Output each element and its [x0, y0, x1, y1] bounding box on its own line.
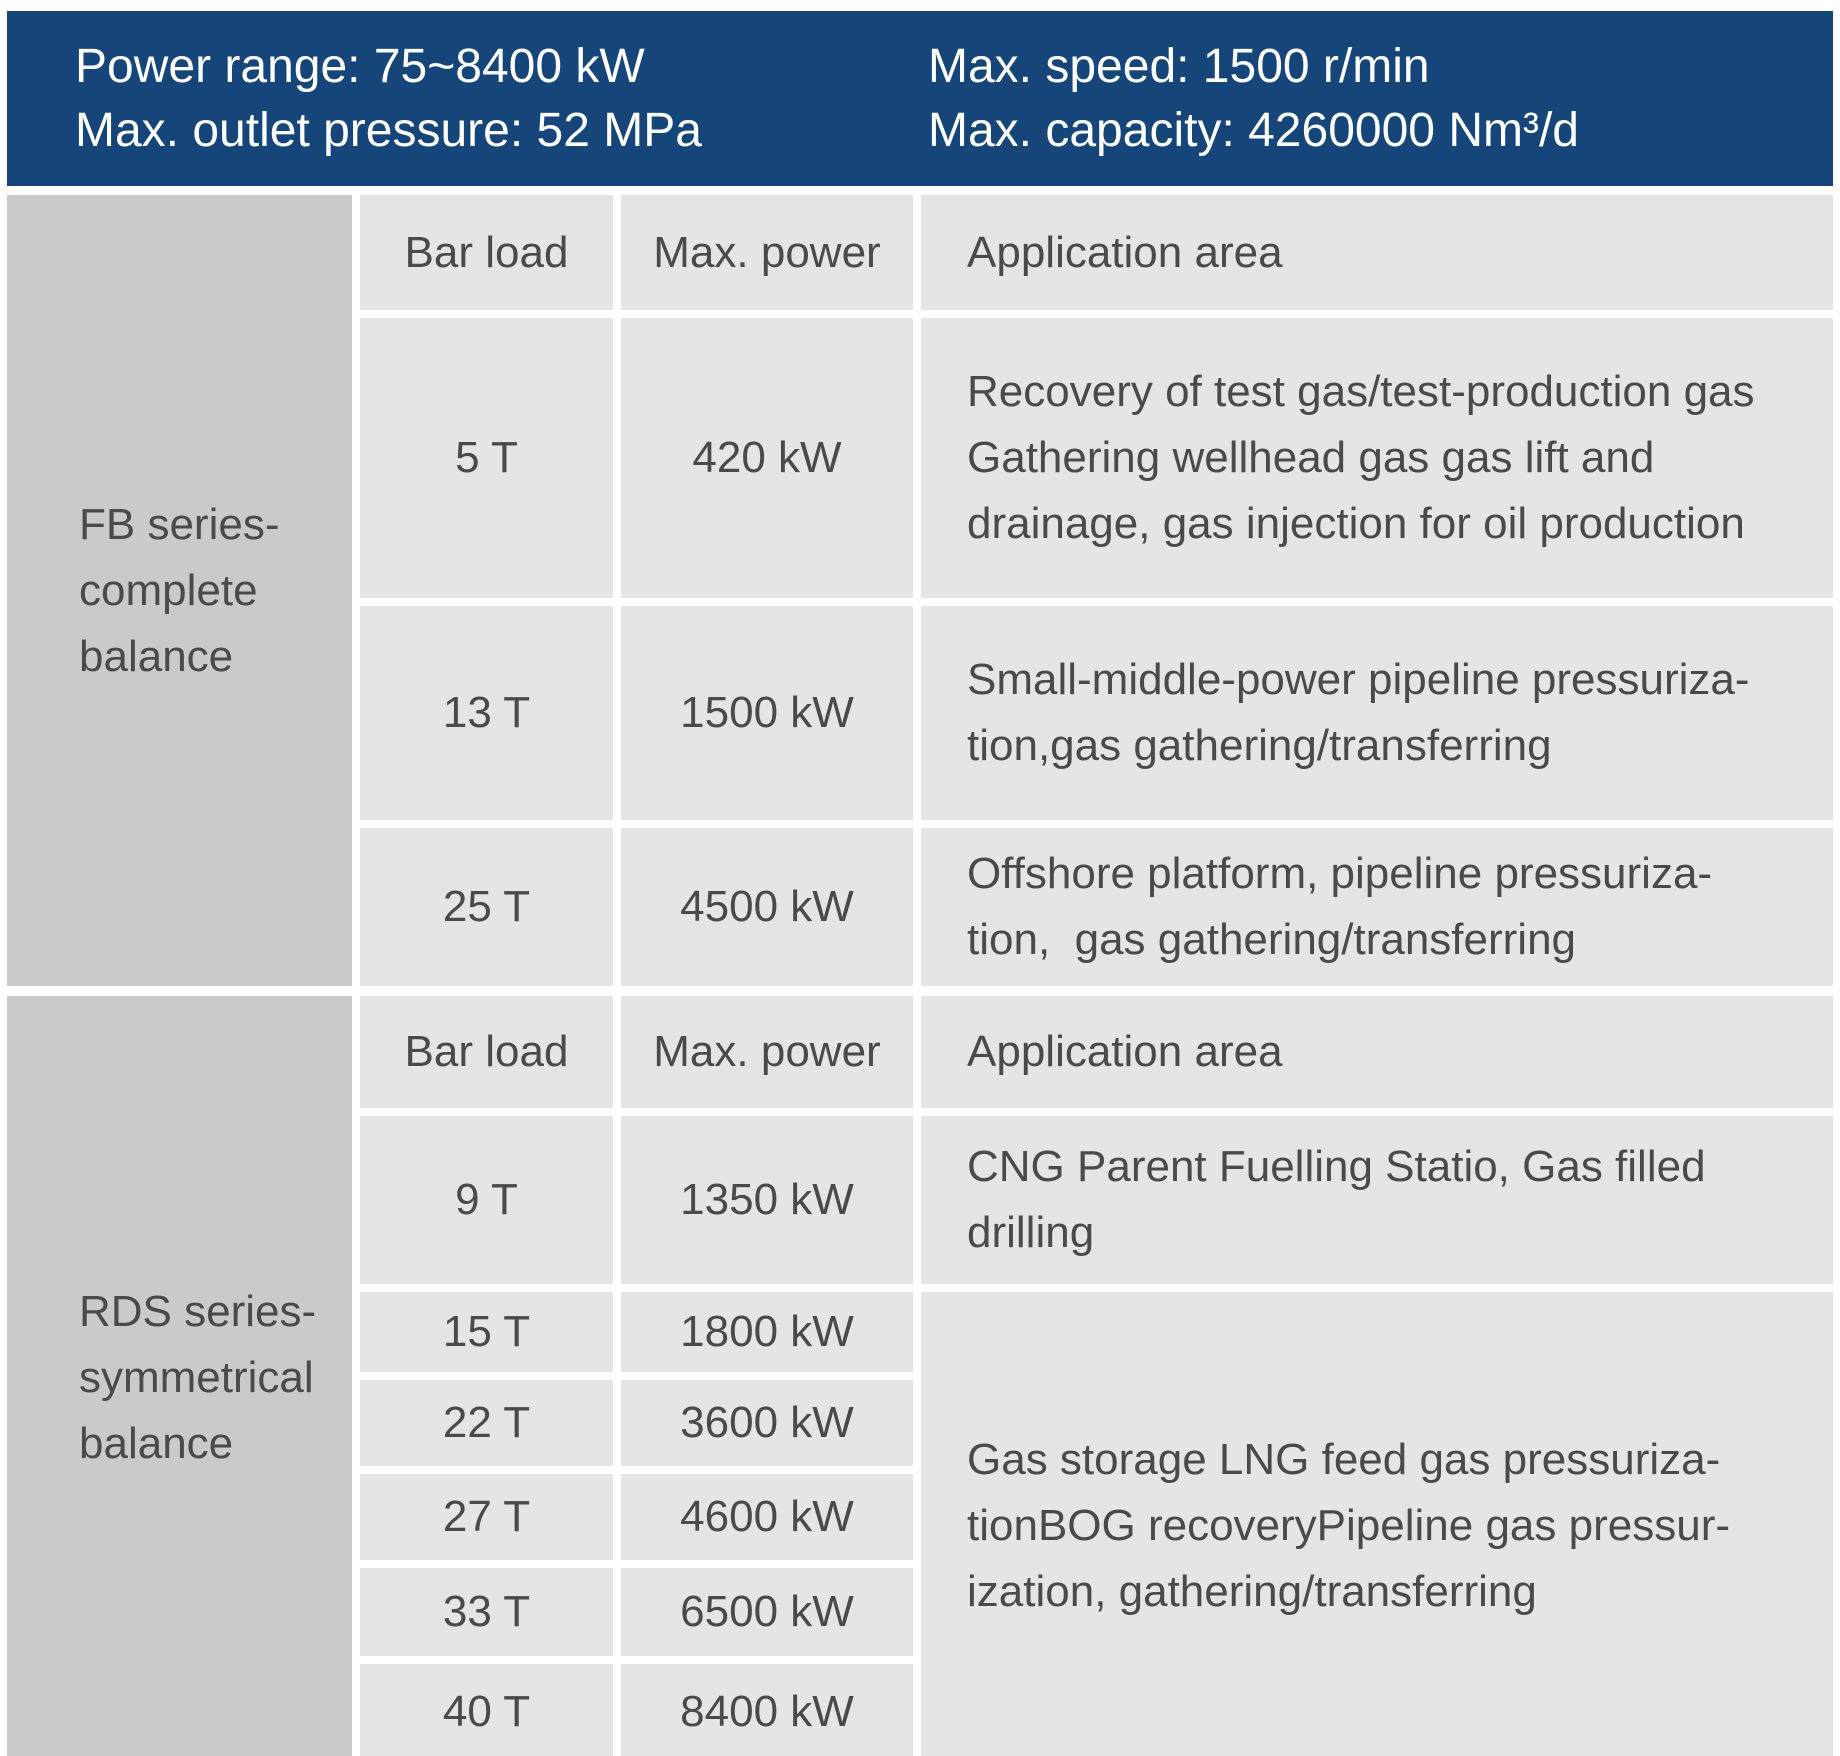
fb-series-label: FB series- complete balance — [7, 195, 352, 986]
bar-load-cell: 25 T — [360, 828, 613, 986]
spec-banner: Power range: 75~8400 kW Max. outlet pres… — [7, 11, 1833, 186]
max-power-cell: 8400 kW — [621, 1664, 913, 1756]
banner-left-specs: Power range: 75~8400 kW Max. outlet pres… — [75, 39, 702, 157]
application-cell: Small-middle-power pipeline pressuriza- … — [921, 606, 1833, 820]
banner-right-specs: Max. speed: 1500 r/min Max. capacity: 42… — [928, 39, 1579, 157]
bar-load-cell: 5 T — [360, 318, 613, 598]
application-cell-merged: Gas storage LNG feed gas pressuriza- tio… — [921, 1292, 1833, 1756]
max-power-cell: 3600 kW — [621, 1380, 913, 1466]
bar-load-cell: 27 T — [360, 1474, 613, 1560]
fb-series-table: FB series- complete balance Bar load Max… — [7, 195, 1833, 986]
max-power-cell: 420 kW — [621, 318, 913, 598]
bar-load-cell: 40 T — [360, 1664, 613, 1756]
max-power-cell: 1500 kW — [621, 606, 913, 820]
rds-column-header-bar-load: Bar load — [360, 996, 613, 1108]
application-cell: CNG Parent Fuelling Statio, Gas filled d… — [921, 1116, 1833, 1284]
fb-column-header-bar-load: Bar load — [360, 195, 613, 310]
bar-load-cell: 15 T — [360, 1292, 613, 1372]
max-power-cell: 6500 kW — [621, 1568, 913, 1656]
bar-load-cell: 9 T — [360, 1116, 613, 1284]
application-cell: Recovery of test gas/test-production gas… — [921, 318, 1833, 598]
max-power-cell: 4500 kW — [621, 828, 913, 986]
rds-series-table: RDS series- symmetrical balance Bar load… — [7, 996, 1833, 1756]
rds-column-header-max-power: Max. power — [621, 996, 913, 1108]
bar-load-cell: 33 T — [360, 1568, 613, 1656]
application-cell: Offshore platform, pipeline pressuriza- … — [921, 828, 1833, 986]
max-power-cell: 1350 kW — [621, 1116, 913, 1284]
fb-column-header-application: Application area — [921, 195, 1833, 310]
bar-load-cell: 22 T — [360, 1380, 613, 1466]
max-power-cell: 1800 kW — [621, 1292, 913, 1372]
rds-series-label: RDS series- symmetrical balance — [7, 996, 352, 1756]
fb-column-header-max-power: Max. power — [621, 195, 913, 310]
rds-column-header-application: Application area — [921, 996, 1833, 1108]
bar-load-cell: 13 T — [360, 606, 613, 820]
max-power-cell: 4600 kW — [621, 1474, 913, 1560]
